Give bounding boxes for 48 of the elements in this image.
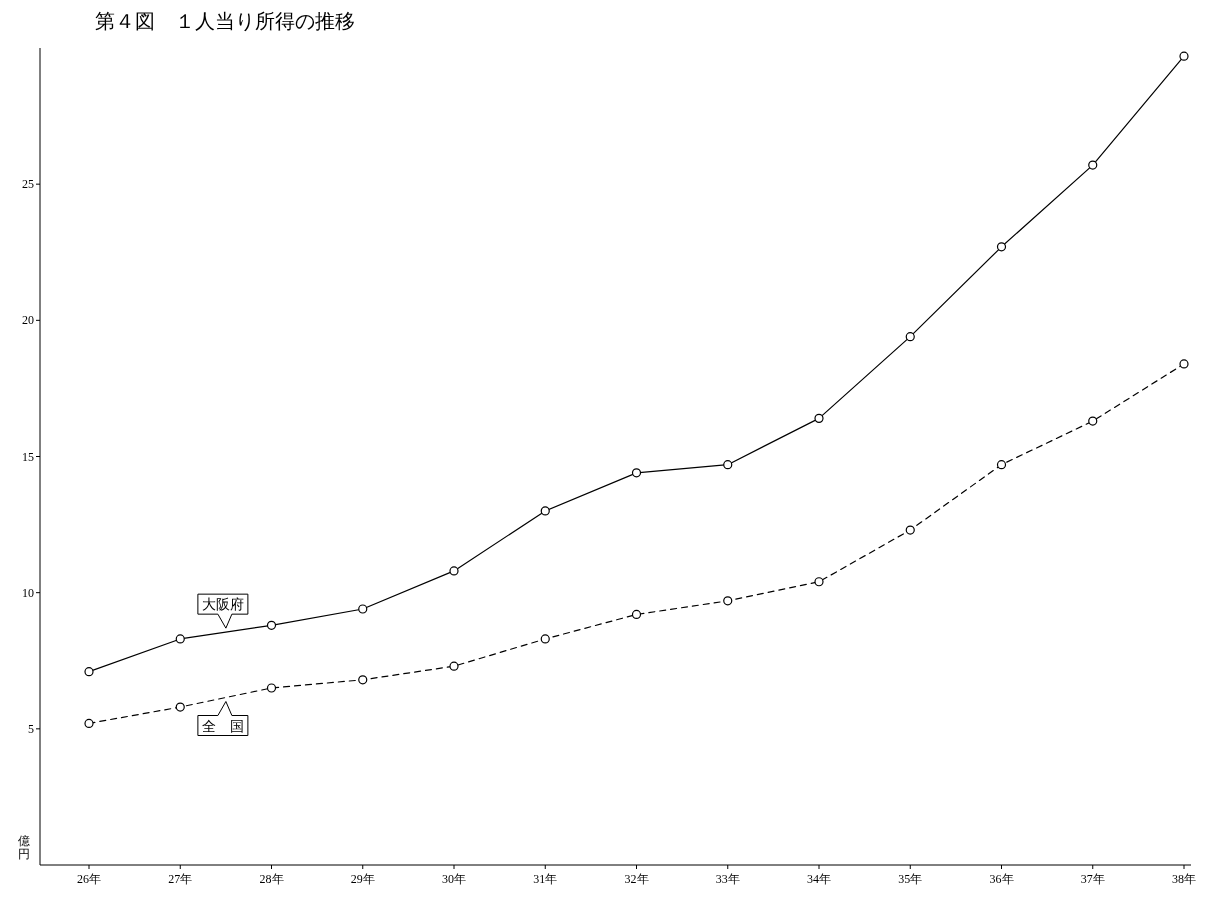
point [449,566,459,576]
y-tick-label: 20 [22,313,34,328]
x-tick-label: 33年 [715,872,740,886]
y-tick-label: 10 [22,585,34,600]
point [1179,359,1189,369]
point [358,604,368,614]
point [84,718,94,728]
x-tick-label: 31年 [533,872,558,886]
point [449,661,459,671]
point [175,702,185,712]
x-tick-label: 35年 [898,872,923,886]
x-tick-label: 28年 [259,872,284,886]
x-tick-label: 36年 [989,872,1014,886]
x-tick-label: 26年 [77,872,101,886]
series-label: 大阪府 [201,597,244,613]
point [175,634,185,644]
point [723,460,733,470]
x-tick-label: 32年 [624,872,649,886]
x-tick-label: 37年 [1080,872,1105,886]
x-tick-label: 30年 [442,872,466,886]
x-tick-label: 27年 [168,872,193,886]
x-tick-label: 29年 [350,872,375,886]
y-tick-label: 15 [22,449,34,464]
point [540,634,550,644]
point [631,609,642,620]
point [1088,416,1098,426]
point [905,332,915,342]
x-tick-label: 38年 [1172,872,1196,886]
point [84,667,94,677]
point [996,460,1007,470]
y-axis-title: 億円 [18,834,30,861]
point [631,468,642,478]
point [814,413,824,423]
point [540,506,550,516]
point [723,596,733,606]
series-label: 全 国 [201,718,244,734]
point [905,525,915,535]
point [996,242,1007,252]
chart-title: 第４図 １人当り所得の推移 [95,9,355,33]
y-tick-label: 5 [28,721,34,736]
x-tick-label: 34年 [807,872,831,886]
point [358,675,368,685]
point [814,577,824,587]
point [1088,160,1098,170]
point [1179,51,1189,61]
point [266,620,277,630]
point [266,683,277,693]
y-tick-label: 25 [22,177,34,192]
